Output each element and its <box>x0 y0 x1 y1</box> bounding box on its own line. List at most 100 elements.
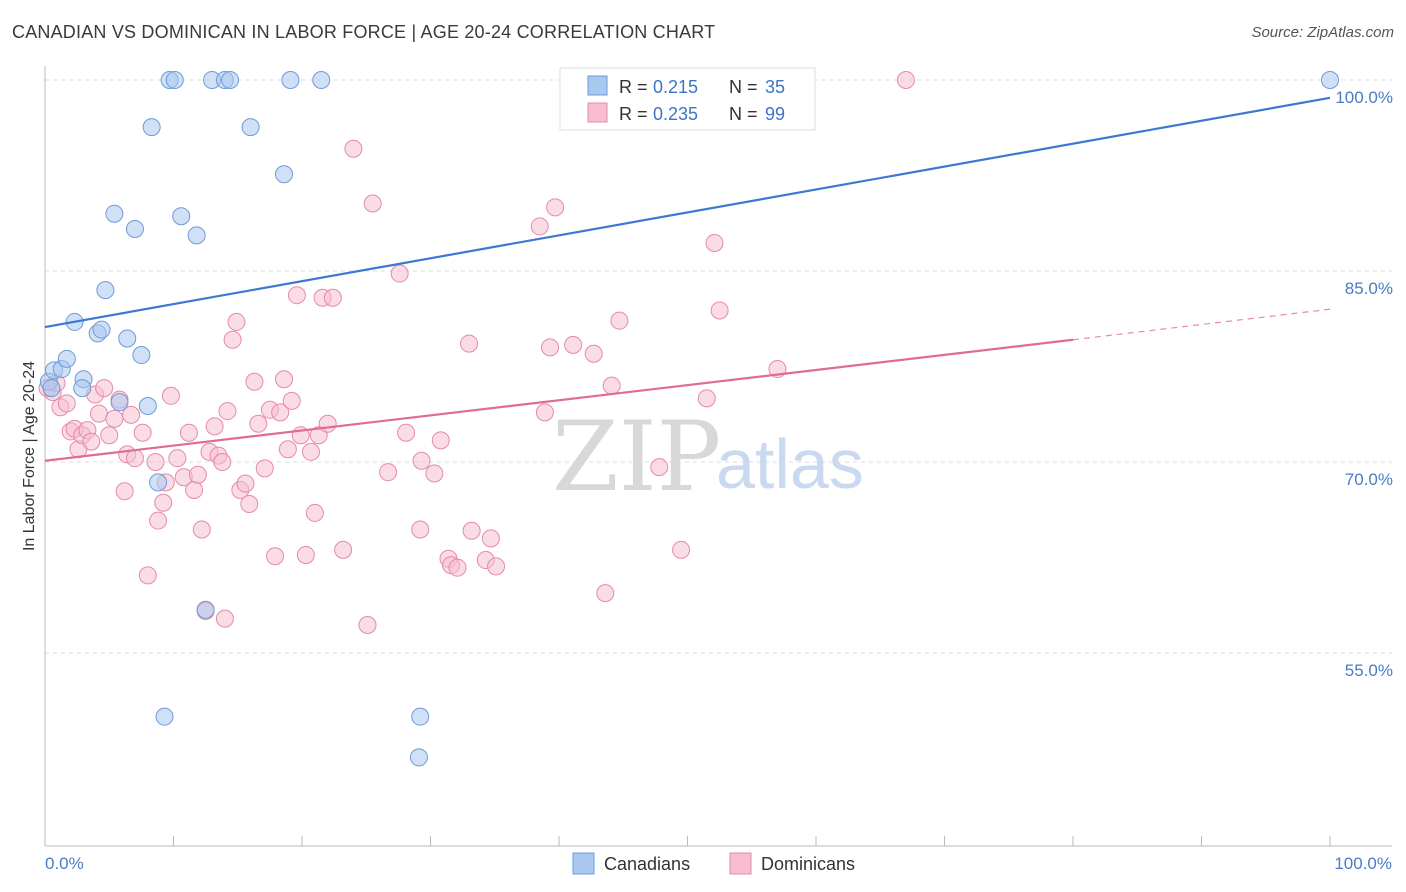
canadians-trend-line <box>44 96 1331 329</box>
dominican-point <box>287 286 306 305</box>
watermark-atlas: atlas <box>716 425 864 503</box>
series-legend: Canadians Dominicans <box>572 852 855 875</box>
dominican-point <box>564 335 583 354</box>
dominicans-r-label: R = <box>619 104 648 124</box>
dominican-point <box>179 423 198 442</box>
canadian-point <box>1321 71 1339 89</box>
dominican-point <box>100 426 119 445</box>
legend-dominicans-label: Dominicans <box>761 854 855 874</box>
legend-canadians-swatch <box>572 852 595 875</box>
dominican-point <box>266 547 285 566</box>
dominican-point <box>213 453 232 471</box>
dominican-point <box>89 404 108 423</box>
dominican-point <box>146 453 165 471</box>
canadian-point <box>138 396 157 415</box>
dominicans-trend-line <box>44 338 1074 462</box>
dominican-point <box>122 405 141 424</box>
dominican-point <box>57 394 76 413</box>
canadian-point <box>142 118 161 137</box>
dominican-point <box>105 409 124 428</box>
canadian-point <box>92 320 111 339</box>
dominican-point <box>301 442 320 461</box>
gridlines <box>45 79 1392 654</box>
dominicans-points <box>38 71 915 634</box>
y-tick-label: 100.0% <box>1335 88 1393 107</box>
dominican-point <box>305 503 324 522</box>
dominican-point <box>205 417 224 436</box>
dominican-point <box>138 566 157 585</box>
dominican-point <box>397 423 416 442</box>
dominican-point <box>448 558 467 577</box>
dominican-point <box>125 449 144 468</box>
dominican-point <box>240 495 259 514</box>
canadian-point <box>196 600 215 619</box>
dominican-point <box>363 194 382 213</box>
dominicans-n-value: 99 <box>765 104 785 124</box>
legend-canadians-label: Canadians <box>604 854 690 874</box>
canadians-swatch <box>587 75 608 96</box>
dominican-point <box>149 511 168 530</box>
dominican-point <box>154 493 173 512</box>
dominicans-trend-extension <box>1072 308 1331 341</box>
canadian-point <box>221 71 240 89</box>
y-tick-label: 55.0% <box>1345 661 1393 680</box>
canadian-point <box>73 379 92 398</box>
dominican-point <box>602 376 621 395</box>
dominican-point <box>546 198 565 217</box>
canadian-point <box>165 71 184 89</box>
dominican-point <box>535 403 554 422</box>
dominican-point <box>115 482 134 501</box>
canadian-point <box>149 473 168 492</box>
dominican-point <box>296 545 315 564</box>
dominican-point <box>481 529 500 548</box>
x-tick-label-max: 100.0% <box>1334 854 1392 873</box>
axes <box>44 66 1392 847</box>
canadians-r-label: R = <box>619 77 648 97</box>
dominican-point <box>530 217 549 236</box>
dominican-point <box>245 372 264 391</box>
dominican-point <box>282 391 301 410</box>
dominican-point <box>896 71 915 89</box>
x-axis-ticks <box>44 836 1331 846</box>
dominican-point <box>236 474 255 493</box>
dominican-point <box>223 330 242 349</box>
dominican-point <box>584 344 603 363</box>
canadian-point <box>172 207 191 226</box>
canadian-point <box>411 707 430 726</box>
dominican-point <box>161 386 180 405</box>
canadians-n-label: N = <box>729 77 758 97</box>
x-tick-label-min: 0.0% <box>45 854 84 873</box>
dominican-point <box>218 402 237 421</box>
canadians-n-value: 35 <box>765 77 785 97</box>
canadian-point <box>118 329 137 348</box>
dominican-point <box>278 440 297 459</box>
dominican-point <box>133 423 152 442</box>
dominican-point <box>275 370 294 389</box>
dominican-point <box>710 301 729 320</box>
dominican-point <box>358 615 377 634</box>
canadian-point <box>281 71 300 89</box>
dominican-point <box>412 451 431 470</box>
canadian-point <box>125 219 144 238</box>
dominican-point <box>379 463 398 482</box>
trend-lines <box>44 96 1331 462</box>
dominican-point <box>334 540 353 559</box>
stats-legend: R = 0.215 N = 35 R = 0.235 N = 99 <box>559 67 816 131</box>
dominican-point <box>323 288 342 307</box>
y-tick-label: 85.0% <box>1345 279 1393 298</box>
y-tick-labels: 55.0% 70.0% 85.0% 100.0% <box>1335 88 1393 680</box>
dominicans-n-label: N = <box>729 104 758 124</box>
dominican-point <box>185 481 204 500</box>
dominican-point <box>460 334 479 353</box>
source-credit: Source: ZipAtlas.com <box>1251 24 1394 41</box>
dominican-point <box>390 264 409 283</box>
dominican-point <box>271 403 290 422</box>
dominican-point <box>255 459 274 478</box>
dominican-point <box>425 464 444 483</box>
dominican-point <box>596 584 615 603</box>
dominican-point <box>411 520 430 539</box>
canadian-point <box>132 346 151 365</box>
dominican-point <box>431 431 450 450</box>
canadian-point <box>275 165 294 184</box>
